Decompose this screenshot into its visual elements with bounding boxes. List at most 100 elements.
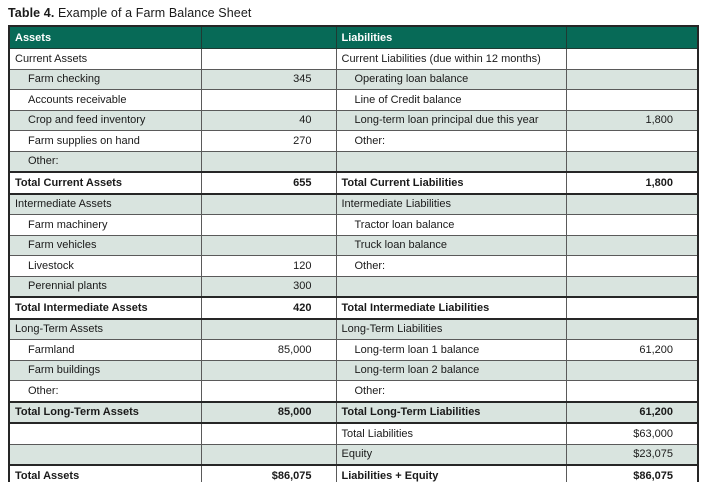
table-title-text: Example of a Farm Balance Sheet — [54, 6, 252, 20]
asset-value-cell — [200, 193, 337, 215]
asset-value-cell — [200, 150, 337, 173]
asset-label-cell: Intermediate Assets — [8, 193, 202, 215]
asset-label-cell: Accounts receivable — [8, 89, 202, 111]
liability-value-cell: 61,200 — [565, 400, 699, 424]
table-row: Accounts receivable Line of Credit balan… — [8, 89, 699, 111]
table-row: Other: Other: — [8, 380, 699, 402]
asset-label-cell: Farm checking — [8, 68, 202, 90]
asset-label-cell — [8, 422, 202, 445]
asset-label-cell: Other: — [8, 150, 202, 173]
asset-value-cell — [200, 89, 337, 111]
table-row-total-current: Total Current Assets 655 Total Current L… — [8, 171, 699, 195]
asset-value-cell: 345 — [200, 68, 337, 90]
asset-value-cell: $86,075 — [200, 464, 337, 482]
asset-value-cell — [200, 359, 337, 381]
asset-label-cell: Farm machinery — [8, 214, 202, 236]
asset-value-cell: 40 — [200, 109, 337, 131]
liability-label-cell: Liabilities + Equity — [335, 464, 567, 482]
asset-label-cell: Farm supplies on hand — [8, 130, 202, 152]
liability-label-cell: Total Long-Term Liabilities — [335, 400, 567, 424]
liability-value-cell — [565, 296, 699, 320]
asset-label-cell — [8, 443, 202, 466]
liability-value-cell — [565, 150, 699, 173]
liability-label-cell: Total Intermediate Liabilities — [335, 296, 567, 320]
liability-value-cell — [565, 68, 699, 90]
asset-value-cell: 85,000 — [200, 339, 337, 361]
table-row: Farm machinery Tractor loan balance — [8, 214, 699, 236]
liability-value-cell — [565, 130, 699, 152]
liability-value-cell — [565, 318, 699, 340]
liability-value-cell: $23,075 — [565, 443, 699, 466]
liability-label-cell: Other: — [335, 255, 567, 277]
liability-value-cell: 1,800 — [565, 109, 699, 131]
asset-label-cell: Livestock — [8, 255, 202, 277]
column-header-assets: Assets — [8, 25, 202, 49]
table-row: Farmland 85,000 Long-term loan 1 balance… — [8, 339, 699, 361]
asset-label-cell: Perennial plants — [8, 275, 202, 298]
table-row: Farm supplies on hand 270 Other: — [8, 130, 699, 152]
liability-label-cell: Total Liabilities — [335, 422, 567, 445]
liability-label-cell: Equity — [335, 443, 567, 466]
table-row: Farm buildings Long-term loan 2 balance — [8, 359, 699, 381]
liability-value-cell — [565, 275, 699, 298]
liability-label-cell: Line of Credit balance — [335, 89, 567, 111]
table-row: Livestock 120 Other: — [8, 255, 699, 277]
liability-label-cell: Current Liabilities (due within 12 month… — [335, 48, 567, 70]
table-row-total-long-term: Total Long-Term Assets 85,000 Total Long… — [8, 400, 699, 424]
asset-label-cell: Current Assets — [8, 48, 202, 70]
liability-value-cell — [565, 234, 699, 256]
liability-value-cell — [565, 255, 699, 277]
asset-value-cell: 120 — [200, 255, 337, 277]
liability-label-cell: Long-term loan principal due this year — [335, 109, 567, 131]
asset-value-cell: 85,000 — [200, 400, 337, 424]
liability-value-cell: $86,075 — [565, 464, 699, 482]
table-row: Perennial plants 300 — [8, 275, 699, 298]
table-row: Crop and feed inventory 40 Long-term loa… — [8, 109, 699, 131]
asset-value-cell — [200, 214, 337, 236]
asset-value-cell — [200, 443, 337, 466]
table-row: Farm checking 345 Operating loan balance — [8, 68, 699, 90]
asset-label-cell: Total Long-Term Assets — [8, 400, 202, 424]
asset-value-cell — [200, 48, 337, 70]
asset-label-cell: Total Intermediate Assets — [8, 296, 202, 320]
asset-label-cell: Total Assets — [8, 464, 202, 482]
table-title: Table 4. Example of a Farm Balance Sheet — [8, 6, 697, 20]
table-row-total-intermediate: Total Intermediate Assets 420 Total Inte… — [8, 296, 699, 320]
liability-label-cell: Intermediate Liabilities — [335, 193, 567, 215]
asset-label-cell: Other: — [8, 380, 202, 402]
liability-value-cell — [565, 89, 699, 111]
liability-label-cell: Long-Term Liabilities — [335, 318, 567, 340]
table-row: Farm vehicles Truck loan balance — [8, 234, 699, 256]
liability-value-cell — [565, 48, 699, 70]
liability-label-cell — [335, 275, 567, 298]
table-row: Long-Term Assets Long-Term Liabilities — [8, 318, 699, 340]
asset-label-cell: Long-Term Assets — [8, 318, 202, 340]
table-row-equity: Equity $23,075 — [8, 443, 699, 466]
asset-value-cell: 270 — [200, 130, 337, 152]
liability-value-cell: 1,800 — [565, 171, 699, 195]
liability-label-cell: Tractor loan balance — [335, 214, 567, 236]
liability-value-cell: $63,000 — [565, 422, 699, 445]
column-header-assets-value — [200, 25, 337, 49]
table-row: Other: — [8, 150, 699, 173]
asset-value-cell: 300 — [200, 275, 337, 298]
farm-balance-sheet-table: Assets Liabilities Current Assets Curren… — [8, 25, 699, 482]
asset-value-cell — [200, 422, 337, 445]
asset-label-cell: Farm vehicles — [8, 234, 202, 256]
table-row: Intermediate Assets Intermediate Liabili… — [8, 193, 699, 215]
asset-value-cell — [200, 234, 337, 256]
liability-label-cell: Total Current Liabilities — [335, 171, 567, 195]
column-header-liabilities: Liabilities — [335, 25, 567, 49]
liability-value-cell — [565, 193, 699, 215]
asset-value-cell: 655 — [200, 171, 337, 195]
liability-label-cell: Other: — [335, 130, 567, 152]
table-title-prefix: Table 4. — [8, 6, 55, 20]
liability-value-cell — [565, 359, 699, 381]
table-row-total-liabilities: Total Liabilities $63,000 — [8, 422, 699, 445]
asset-label-cell: Total Current Assets — [8, 171, 202, 195]
asset-label-cell: Crop and feed inventory — [8, 109, 202, 131]
liability-value-cell — [565, 214, 699, 236]
asset-label-cell: Farmland — [8, 339, 202, 361]
table-row-grand-total: Total Assets $86,075 Liabilities + Equit… — [8, 464, 699, 482]
